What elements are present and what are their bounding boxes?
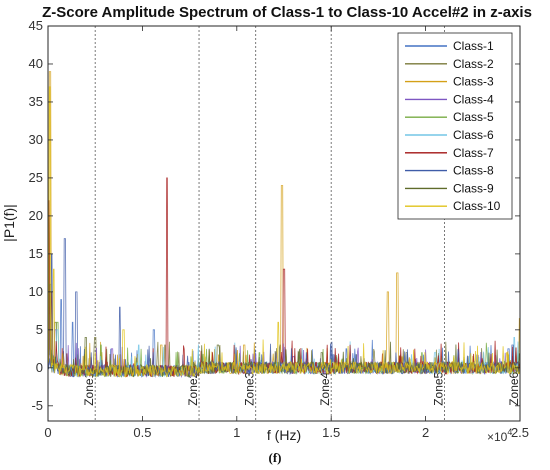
- legend-label-8: Class-8: [453, 164, 494, 178]
- y-tick-label-9: 40: [29, 56, 43, 71]
- zone-label-1: Zone1: [82, 371, 96, 405]
- legend-label-5: Class-5: [453, 110, 494, 124]
- x-tick-label-5: 2.5: [511, 425, 529, 440]
- y-tick-label-2: 5: [36, 322, 43, 337]
- legend-label-9: Class-9: [453, 181, 494, 195]
- y-axis-label: |P1(f)|: [1, 204, 17, 242]
- x-multiplier: ×104: [487, 427, 512, 444]
- legend-label-1: Class-1: [453, 39, 494, 53]
- legend: Class-1 Class-2 Class-3 Class-4 Class-5 Class…: [397, 32, 513, 220]
- y-tick-label-7: 30: [29, 132, 43, 147]
- zone-label-6: Zone6: [507, 371, 521, 405]
- x-tick-label-2: 1: [233, 425, 240, 440]
- y-tick-label-1: 0: [36, 360, 43, 375]
- zone-label-4: Zone4: [318, 371, 332, 405]
- x-tick-label-0: 0: [44, 425, 51, 440]
- y-tick-label-5: 20: [29, 208, 43, 223]
- plot-frame: [47, 25, 521, 422]
- legend-label-6: Class-6: [453, 128, 494, 142]
- legend-items: Class-1 Class-2 Class-3 Class-4 Class-5 Class…: [405, 39, 501, 213]
- y-tick-label-10: 45: [29, 18, 43, 33]
- legend-label-4: Class-4: [453, 92, 494, 106]
- x-tick-label-3: 1.5: [322, 425, 340, 440]
- x-axis-label: f (Hz): [267, 427, 301, 443]
- zone-label-3: Zone3: [243, 371, 257, 405]
- y-tick-label-0: -5: [31, 398, 43, 413]
- x-tick-label-4: 2: [422, 425, 429, 440]
- y-tick-label-8: 35: [29, 94, 43, 109]
- y-tick-label-4: 15: [29, 246, 43, 261]
- legend-label-10: Class-10: [453, 199, 501, 213]
- series-line-10: [47, 86, 521, 378]
- zone-label-5: Zone5: [431, 371, 445, 405]
- x-tick-label-1: 0.5: [133, 425, 151, 440]
- x-multiplier-exp: 4: [507, 427, 512, 437]
- figure-caption: (f): [269, 450, 282, 465]
- legend-label-2: Class-2: [453, 57, 494, 71]
- chart-title: Z-Score Amplitude Spectrum of Class-1 to…: [42, 4, 532, 21]
- y-tick-label-3: 10: [29, 284, 43, 299]
- y-tick-label-6: 25: [29, 170, 43, 185]
- x-multiplier-base: ×10: [487, 430, 508, 444]
- zone-label-2: Zone2: [186, 371, 200, 405]
- legend-label-3: Class-3: [453, 75, 494, 89]
- series-layer: [47, 71, 521, 379]
- legend-label-7: Class-7: [453, 146, 494, 160]
